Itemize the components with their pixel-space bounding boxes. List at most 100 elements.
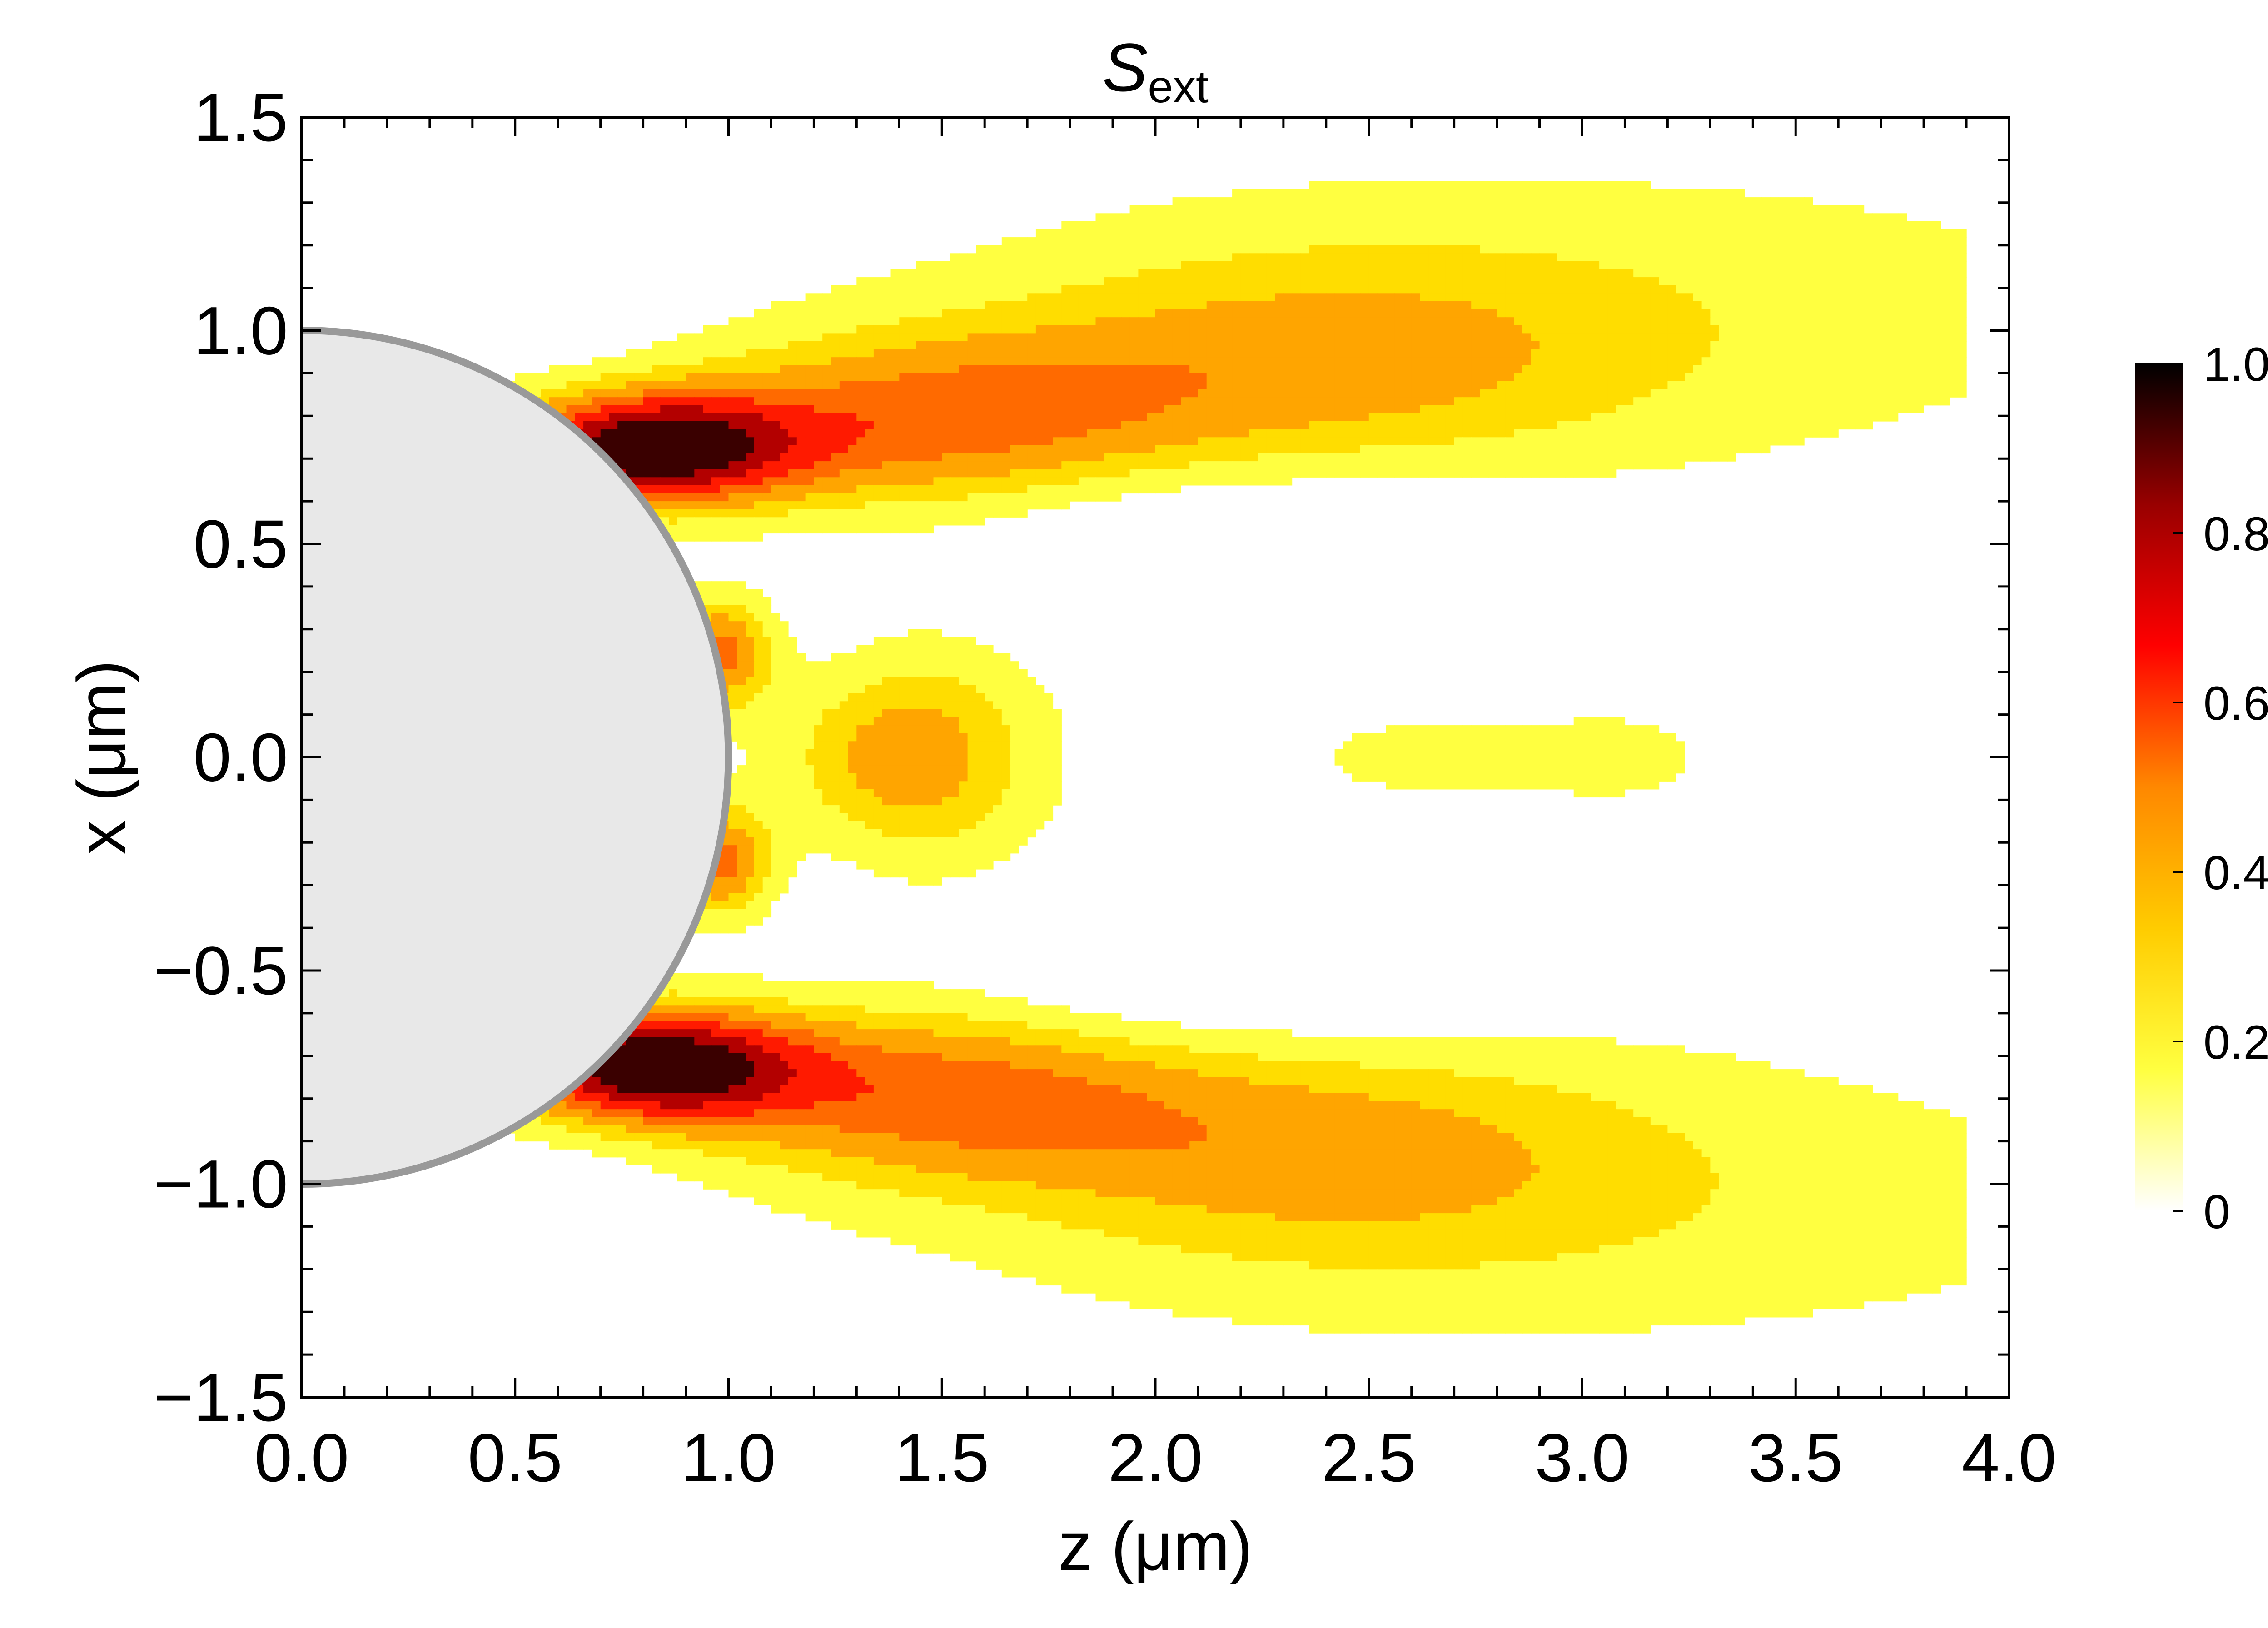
- contour-cell: [1958, 317, 1967, 326]
- contour-cell: [1027, 333, 1036, 342]
- contour-cell: [1701, 445, 1711, 454]
- contour-cell: [1437, 213, 1446, 222]
- contour-cell: [822, 325, 831, 334]
- contour-cell: [1113, 269, 1122, 278]
- contour-cell: [1573, 389, 1583, 398]
- contour-cell: [1300, 245, 1309, 254]
- contour-cell: [1334, 277, 1343, 286]
- contour-cell: [1582, 405, 1591, 413]
- contour-cell: [1181, 237, 1190, 246]
- contour-cell: [1701, 261, 1711, 270]
- contour-cell: [1275, 341, 1284, 350]
- contour-cell: [1582, 301, 1591, 310]
- contour-cell: [1522, 453, 1532, 462]
- contour-cell: [1573, 413, 1583, 422]
- contour-cell: [1821, 413, 1830, 422]
- contour-cell: [967, 293, 976, 302]
- contour-cell: [609, 437, 618, 446]
- contour-cell: [831, 469, 840, 478]
- contour-cell: [873, 285, 883, 294]
- contour-cell: [1292, 421, 1301, 430]
- contour-cell: [1326, 269, 1335, 278]
- contour-cell: [1855, 389, 1865, 398]
- contour-cell: [1667, 349, 1676, 358]
- contour-cell: [1010, 437, 1019, 446]
- contour-cell: [1113, 245, 1122, 254]
- contour-cell: [831, 461, 840, 470]
- contour-cell: [814, 365, 823, 373]
- contour-cell: [1334, 461, 1343, 470]
- contour-cell: [1838, 421, 1847, 430]
- contour-cell: [1898, 237, 1907, 246]
- contour-cell: [1710, 429, 1719, 438]
- contour-cell: [1471, 341, 1480, 350]
- contour-cell: [1625, 205, 1634, 214]
- contour-cell: [1420, 189, 1429, 198]
- contour-cell: [1565, 205, 1574, 214]
- contour-cell: [1616, 389, 1626, 398]
- contour-cell: [1403, 245, 1412, 254]
- contour-cell: [1582, 429, 1591, 438]
- contour-cell: [1940, 333, 1950, 342]
- contour-cell: [1591, 245, 1600, 254]
- contour-cell: [1164, 453, 1173, 462]
- contour-cell: [1642, 429, 1651, 438]
- contour-cell: [1019, 269, 1028, 278]
- contour-cell: [1812, 213, 1822, 222]
- contour-cell: [933, 301, 942, 310]
- contour-cell: [1129, 301, 1139, 310]
- contour-cell: [1471, 245, 1480, 254]
- contour-cell: [1360, 325, 1369, 334]
- contour-cell: [1753, 437, 1762, 446]
- contour-cell: [1872, 325, 1881, 334]
- contour-cell: [985, 365, 994, 373]
- contour-cell: [1428, 421, 1437, 430]
- contour-cell: [1232, 389, 1241, 398]
- contour-cell: [933, 397, 942, 406]
- contour-cell: [1258, 293, 1267, 302]
- contour-cell: [1001, 269, 1011, 278]
- contour-cell: [1548, 437, 1557, 446]
- contour-cell: [1736, 277, 1745, 286]
- contour-cell: [575, 405, 584, 413]
- contour-cell: [1292, 293, 1301, 302]
- contour-cell: [1266, 301, 1275, 310]
- contour-cell: [1249, 341, 1258, 350]
- contour-cell: [643, 413, 652, 422]
- contour-cell: [1462, 381, 1472, 390]
- contour-cell: [711, 373, 721, 382]
- contour-cell: [1078, 421, 1088, 430]
- contour-cell: [1181, 253, 1190, 262]
- contour-cell: [1437, 405, 1446, 413]
- contour-cell: [1693, 277, 1702, 286]
- contour-cell: [1761, 373, 1771, 382]
- contour-cell: [1010, 405, 1019, 413]
- contour-cell: [899, 309, 908, 318]
- contour-cell: [1386, 197, 1395, 206]
- contour-cell: [1557, 293, 1566, 302]
- contour-cell: [1462, 333, 1472, 342]
- contour-cell: [959, 373, 968, 382]
- contour-cell: [1736, 253, 1745, 262]
- contour-cell: [1035, 269, 1045, 278]
- contour-cell: [1019, 325, 1028, 334]
- contour-cell: [1300, 269, 1309, 278]
- contour-cell: [1889, 213, 1899, 222]
- contour-cell: [1138, 309, 1147, 318]
- contour-cell: [1633, 397, 1642, 406]
- contour-cell: [1855, 285, 1865, 294]
- contour-cell: [1232, 421, 1241, 430]
- contour-cell: [1676, 269, 1685, 278]
- contour-cell: [1078, 269, 1088, 278]
- contour-cell: [1352, 397, 1361, 406]
- contour-cell: [1445, 205, 1455, 214]
- contour-cell: [1497, 277, 1506, 286]
- contour-cell: [839, 405, 849, 413]
- contour-cell: [1420, 429, 1429, 438]
- contour-cell: [1283, 461, 1293, 470]
- contour-cell: [1240, 461, 1250, 470]
- contour-cell: [1539, 221, 1548, 230]
- contour-cell: [549, 365, 558, 373]
- contour-cell: [805, 453, 814, 462]
- contour-cell: [1778, 381, 1788, 390]
